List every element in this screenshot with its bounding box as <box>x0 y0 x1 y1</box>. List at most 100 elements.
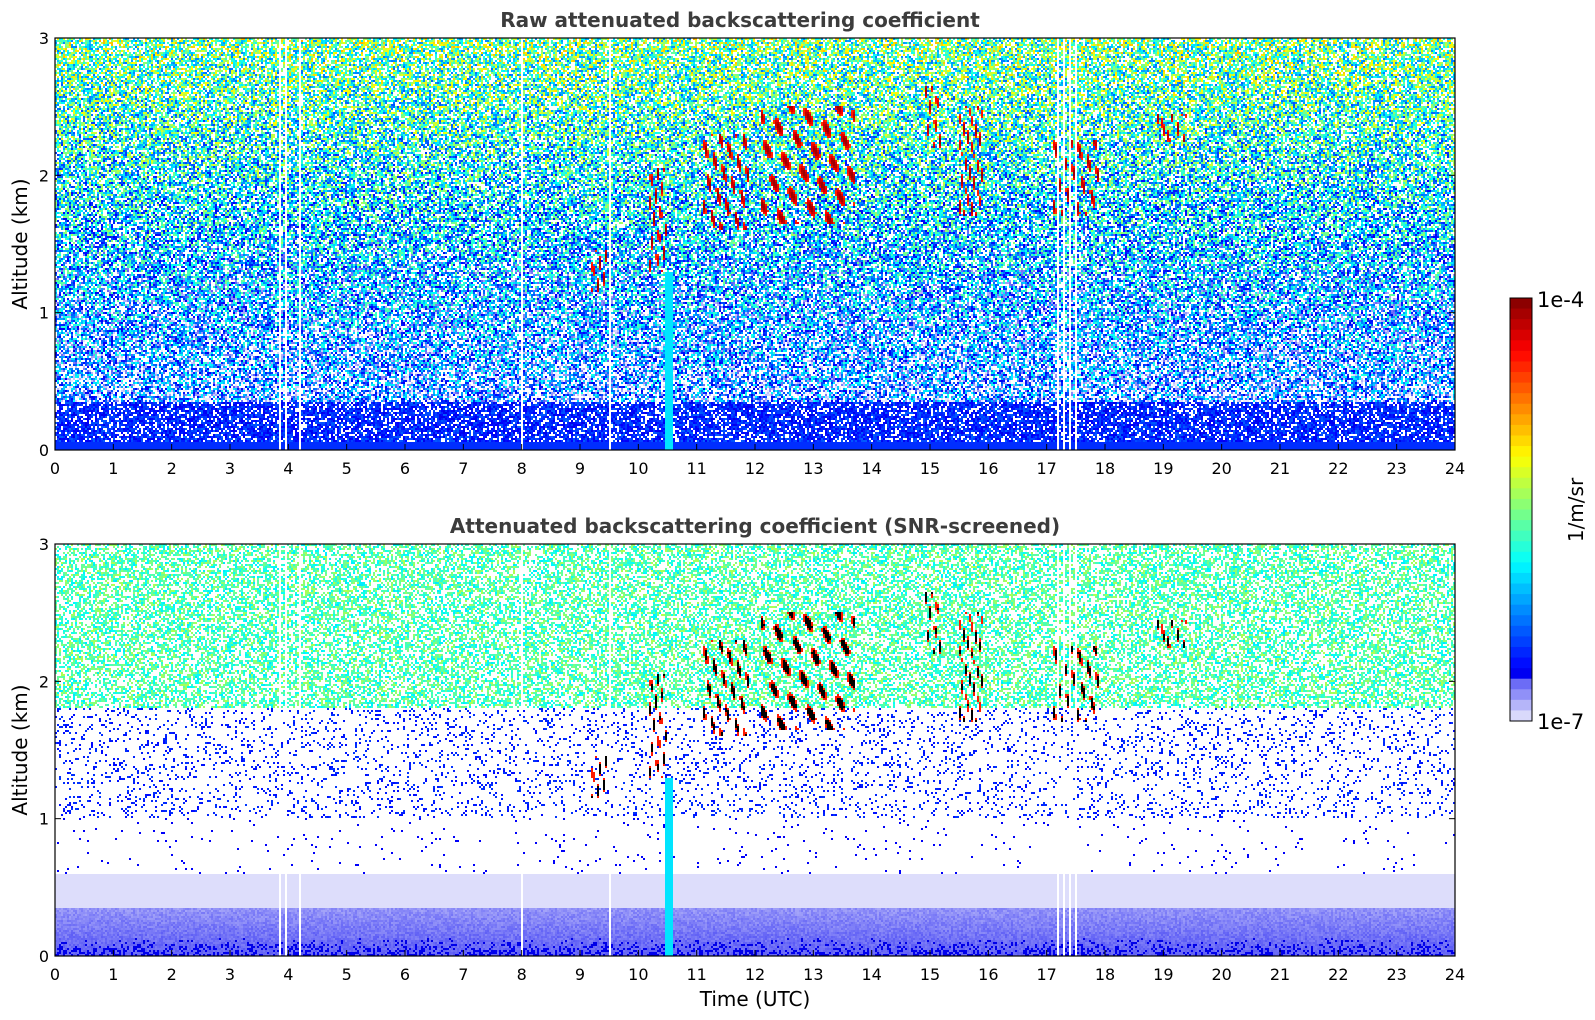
x-tick-label: 18 <box>1095 965 1115 984</box>
colorbar-swatch <box>1510 456 1532 468</box>
x-tick-label: 22 <box>1328 965 1348 984</box>
bottom-panel-title: Attenuated backscattering coefficient (S… <box>450 514 1060 538</box>
colorbar-swatch <box>1510 636 1532 648</box>
colorbar-max-label: 1e-4 <box>1537 288 1584 312</box>
x-tick-label: 14 <box>861 965 881 984</box>
y-tick-label: 0 <box>39 947 49 966</box>
y-tick-label: 1 <box>39 810 49 829</box>
colorbar-swatch <box>1510 646 1532 659</box>
colorbar-swatch <box>1510 572 1532 585</box>
x-tick-label: 2 <box>167 965 177 984</box>
x-tick-label: 16 <box>978 965 998 984</box>
colorbar-swatch <box>1510 414 1532 426</box>
colorbar-swatch <box>1510 467 1532 479</box>
x-tick-label: 13 <box>803 459 823 478</box>
bottom-heatmap <box>55 544 1455 956</box>
colorbar-swatch <box>1510 424 1532 436</box>
colorbar-swatch <box>1510 520 1532 532</box>
colorbar-swatch <box>1510 594 1532 606</box>
y-tick-label: 1 <box>39 304 49 323</box>
bottom-y-ticks: 0 1 2 3 <box>39 535 1455 966</box>
x-tick-label: 20 <box>1211 965 1231 984</box>
x-tick-label: 8 <box>517 459 527 478</box>
y-tick-label: 3 <box>39 29 49 48</box>
x-tick-label: 18 <box>1095 459 1115 478</box>
x-tick-label: 6 <box>400 965 410 984</box>
colorbar: 1e-4 1e-7 1/m/sr <box>1509 288 1588 734</box>
y-tick-label: 0 <box>39 441 49 460</box>
x-tick-label: 7 <box>458 965 468 984</box>
x-tick-label: 12 <box>745 965 765 984</box>
bottom-panel: Attenuated backscattering coefficient (S… <box>8 514 1465 1011</box>
colorbar-swatch <box>1510 350 1532 362</box>
top-panel-title: Raw attenuated backscattering coefficien… <box>500 8 980 32</box>
top-x-ticks: 0 1 2 3 4 5 6 7 8 9 10 11 12 13 14 15 16 17 18 19 20 21 22 23 24 <box>50 444 1465 478</box>
x-tick-label: 2 <box>167 459 177 478</box>
colorbar-swatch <box>1510 329 1532 341</box>
x-tick-label: 1 <box>108 459 118 478</box>
x-tick-label: 23 <box>1386 459 1406 478</box>
x-tick-label: 19 <box>1153 459 1173 478</box>
x-tick-label: 12 <box>745 459 765 478</box>
bottom-x-ticks: 0 1 2 3 4 5 6 7 8 9 10 11 12 13 14 15 16 17 18 19 20 21 22 23 24 <box>50 950 1465 984</box>
colorbar-swatch <box>1510 551 1532 563</box>
colorbar-swatches <box>1510 298 1532 722</box>
colorbar-label: 1/m/sr <box>1564 477 1588 542</box>
x-tick-label: 4 <box>283 965 293 984</box>
y-tick-label: 2 <box>39 166 49 185</box>
colorbar-swatch <box>1510 710 1532 722</box>
x-tick-label: 3 <box>225 965 235 984</box>
colorbar-min-label: 1e-7 <box>1537 710 1584 734</box>
top-y-ticks: 0 1 2 3 <box>39 29 1455 460</box>
x-tick-label: 15 <box>920 459 940 478</box>
colorbar-swatch <box>1510 319 1532 331</box>
colorbar-swatch <box>1510 615 1532 627</box>
colorbar-swatch <box>1510 678 1532 690</box>
colorbar-swatch <box>1510 403 1532 415</box>
x-tick-label: 19 <box>1153 965 1173 984</box>
x-tick-label: 11 <box>686 459 706 478</box>
colorbar-frame <box>1509 297 1533 722</box>
x-tick-label: 10 <box>628 459 648 478</box>
x-tick-label: 4 <box>283 459 293 478</box>
y-tick-label: 2 <box>39 672 49 691</box>
colorbar-swatch <box>1510 657 1532 669</box>
x-tick-label: 5 <box>342 459 352 478</box>
colorbar-swatch <box>1510 488 1532 500</box>
colorbar-swatch <box>1510 477 1532 489</box>
top-panel: Raw attenuated backscattering coefficien… <box>8 8 1465 478</box>
bottom-x-axis-label: Time (UTC) <box>699 987 811 1011</box>
x-tick-label: 3 <box>225 459 235 478</box>
x-tick-label: 5 <box>342 965 352 984</box>
x-tick-label: 11 <box>686 965 706 984</box>
colorbar-swatch <box>1510 699 1532 711</box>
x-tick-label: 21 <box>1270 965 1290 984</box>
colorbar-swatch <box>1510 372 1532 384</box>
colorbar-swatch <box>1510 382 1532 394</box>
colorbar-swatch <box>1510 604 1532 616</box>
x-tick-label: 1 <box>108 965 118 984</box>
x-tick-label: 7 <box>458 459 468 478</box>
colorbar-swatch <box>1510 689 1532 701</box>
colorbar-swatch <box>1510 509 1532 521</box>
x-tick-label: 21 <box>1270 459 1290 478</box>
colorbar-swatch <box>1510 625 1532 637</box>
x-tick-label: 17 <box>1036 965 1056 984</box>
colorbar-swatch <box>1510 361 1532 373</box>
x-tick-label: 16 <box>978 459 998 478</box>
x-tick-label: 20 <box>1211 459 1231 478</box>
bottom-y-axis-label: Altitude (km) <box>8 684 32 815</box>
x-tick-label: 22 <box>1328 459 1348 478</box>
x-tick-label: 23 <box>1386 965 1406 984</box>
colorbar-swatch <box>1510 298 1532 310</box>
x-tick-label: 24 <box>1445 459 1465 478</box>
x-tick-label: 17 <box>1036 459 1056 478</box>
x-tick-label: 10 <box>628 965 648 984</box>
x-tick-label: 24 <box>1445 965 1465 984</box>
top-heatmap <box>55 38 1455 450</box>
top-y-axis-label: Altitude (km) <box>8 178 32 309</box>
x-tick-label: 9 <box>575 965 585 984</box>
x-tick-label: 0 <box>50 459 60 478</box>
colorbar-swatch <box>1510 530 1532 542</box>
